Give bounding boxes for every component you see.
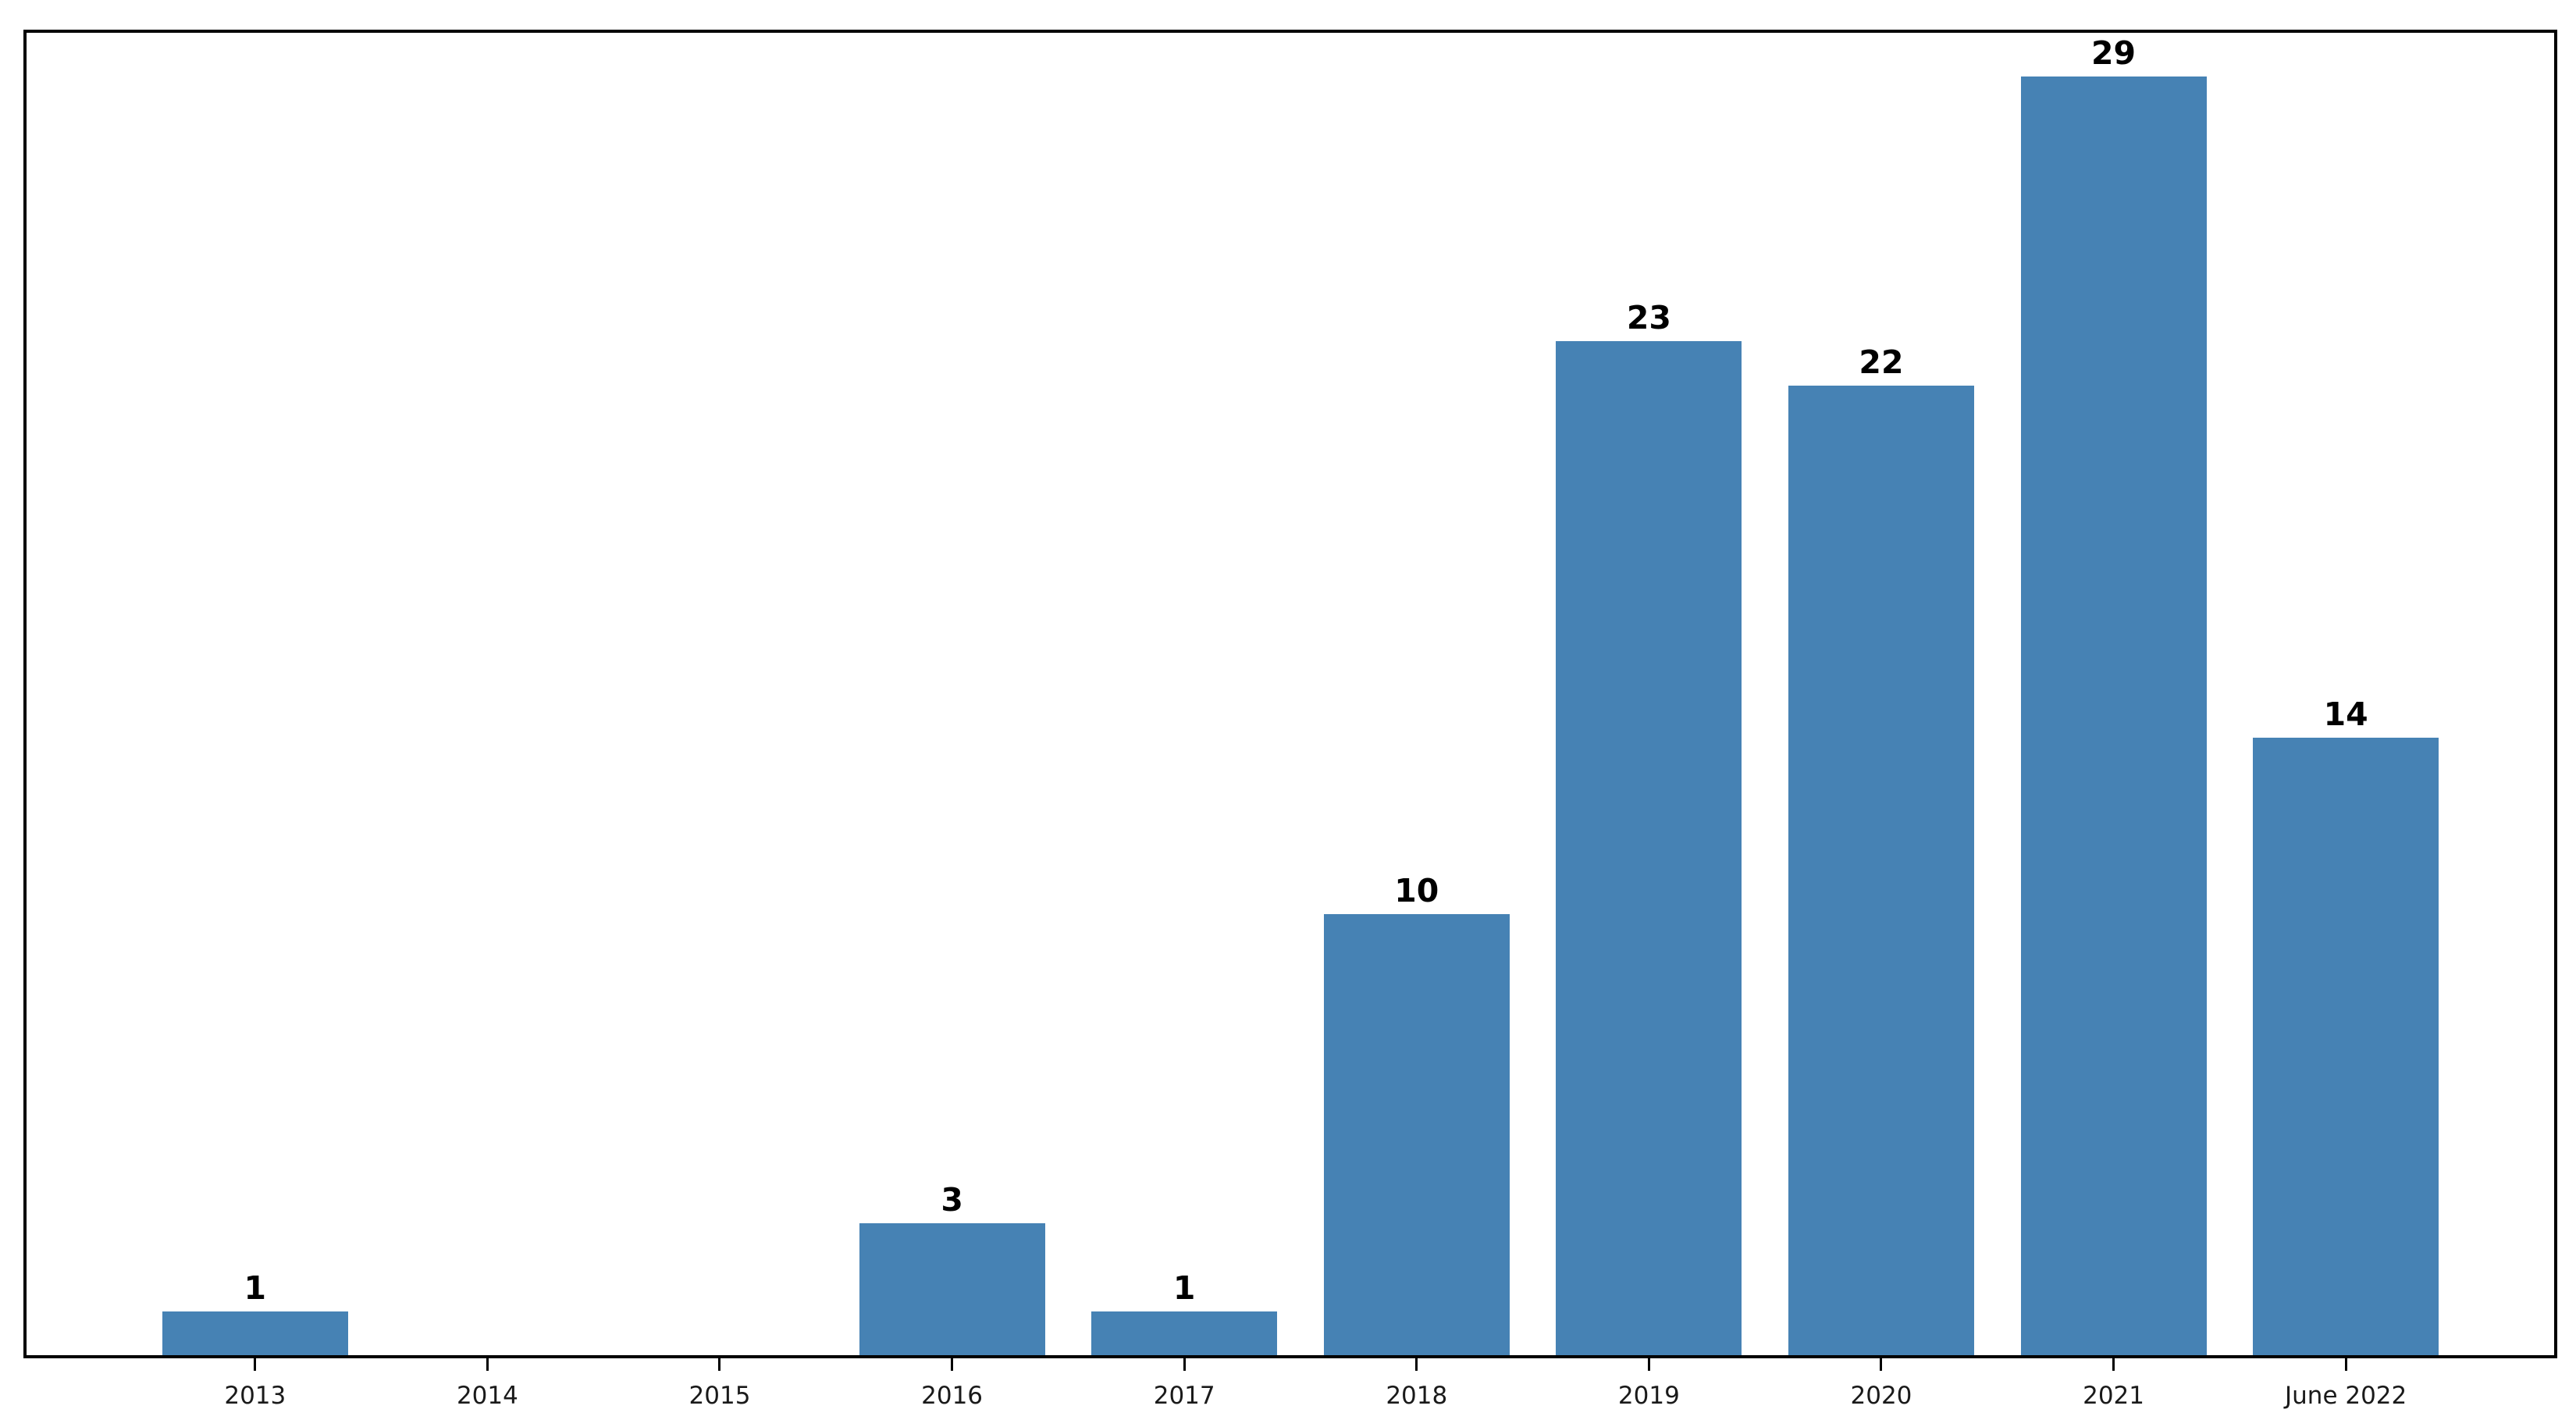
bar <box>1788 385 1974 1355</box>
bar-value-label: 10 <box>1394 872 1439 910</box>
x-tick-label: June 2022 <box>2285 1382 2407 1410</box>
x-tick-label: 2018 <box>1386 1382 1448 1410</box>
bar-value-label: 1 <box>1172 1269 1196 1307</box>
tick-mark <box>718 1358 721 1371</box>
x-tick-june-2022: June 2022 <box>2229 1358 2462 1411</box>
bar-group-june-2022: 14 <box>2229 33 2462 1355</box>
tick-mark <box>951 1358 954 1371</box>
tick-mark <box>1415 1358 1418 1371</box>
bar-value-label: 29 <box>2091 34 2137 73</box>
tick-mark <box>254 1358 257 1371</box>
x-axis: 2013 2014 2015 2016 2017 2018 2019 2020 2021 June… <box>27 1358 2554 1411</box>
bar-group-2016: 3 <box>836 33 1069 1355</box>
x-tick-2013: 2013 <box>139 1358 372 1411</box>
x-tick-2014: 2014 <box>372 1358 604 1411</box>
plot-area: 1 3 1 10 23 22 29 14 <box>23 30 2557 1358</box>
bar-value-label: 1 <box>244 1269 267 1307</box>
tick-mark <box>2112 1358 2115 1371</box>
bar-group-2014 <box>372 33 604 1355</box>
bar-group-2021: 29 <box>1998 33 2230 1355</box>
bar <box>1091 1311 1278 1355</box>
tick-mark <box>2344 1358 2347 1371</box>
tick-mark <box>1880 1358 1883 1371</box>
x-tick-2016: 2016 <box>836 1358 1069 1411</box>
bar <box>1556 341 1742 1355</box>
x-tick-label: 2019 <box>1617 1382 1680 1410</box>
x-tick-label: 2016 <box>921 1382 984 1410</box>
bar <box>2020 77 2207 1355</box>
bar <box>859 1222 1045 1355</box>
bar-group-2017: 1 <box>1068 33 1300 1355</box>
bar-value-label: 3 <box>941 1180 963 1219</box>
x-tick-2017: 2017 <box>1068 1358 1300 1411</box>
x-tick-label: 2021 <box>2083 1382 2144 1410</box>
tick-mark <box>486 1358 489 1371</box>
bar <box>1323 914 1510 1355</box>
bar-value-label: 23 <box>1626 299 1671 337</box>
x-tick-label: 2014 <box>456 1382 518 1410</box>
x-tick-2021: 2021 <box>1998 1358 2230 1411</box>
x-tick-label: 2020 <box>1850 1382 1912 1410</box>
x-tick-label: 2015 <box>688 1382 751 1410</box>
bar-value-label: 14 <box>2323 696 2368 734</box>
x-tick-label: 2013 <box>224 1382 286 1410</box>
bar-group-2019: 23 <box>1533 33 1766 1355</box>
bar-group-2020: 22 <box>1765 33 1998 1355</box>
bar-group-2015 <box>603 33 836 1355</box>
x-tick-2020: 2020 <box>1765 1358 1998 1411</box>
x-tick-2015: 2015 <box>603 1358 836 1411</box>
bar-value-label: 22 <box>1859 343 1904 381</box>
bar <box>162 1311 348 1355</box>
tick-mark <box>1183 1358 1186 1371</box>
x-tick-2019: 2019 <box>1533 1358 1766 1411</box>
bar-group-2013: 1 <box>139 33 372 1355</box>
tick-mark <box>1647 1358 1650 1371</box>
bar <box>2253 738 2439 1355</box>
bars-container: 1 3 1 10 23 22 29 14 <box>139 33 2462 1355</box>
bar-group-2018: 10 <box>1300 33 1533 1355</box>
x-tick-label: 2017 <box>1153 1382 1215 1410</box>
x-tick-2018: 2018 <box>1300 1358 1533 1411</box>
